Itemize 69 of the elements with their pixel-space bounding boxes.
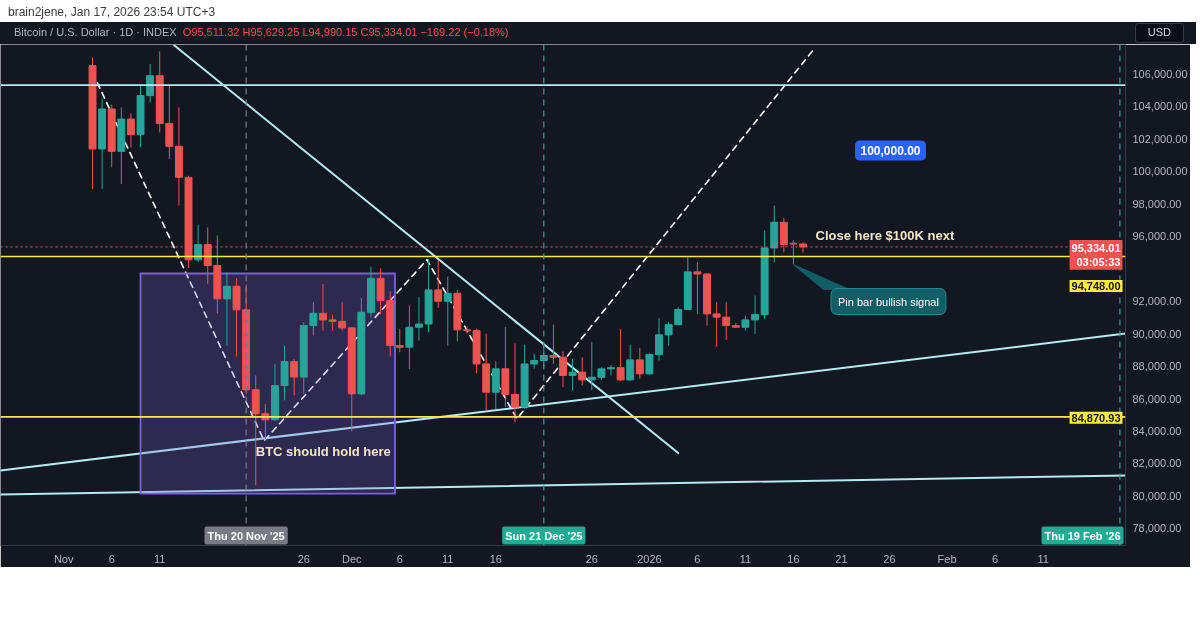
x-tick-label: 16 [787,552,800,565]
ref-line-label: Thu 19 Feb '26 [1044,529,1121,542]
y-axis-title: USD [1134,23,1184,43]
candlestick [126,112,135,148]
candlestick [443,276,452,347]
y-tick-label: 104,000.00 [1132,100,1188,113]
x-tick-label: 11 [442,552,454,565]
candlestick [463,326,471,335]
y-tick-label: 88,000.00 [1132,360,1182,373]
y-tick-label: 82,000.00 [1132,457,1182,470]
y-tick-label: 78,000.00 [1132,522,1182,535]
candlestick [395,328,404,353]
annotation: Close here $100K next [815,228,955,243]
annotation: 100,000.00 [860,144,921,158]
ref-line-label: Thu 20 Nov '25 [207,529,285,542]
ref-line-label: 95,334.01 03:05:33 [1071,242,1121,268]
candlestick [222,271,231,347]
candlestick [578,356,587,387]
candlestick [568,358,577,392]
x-tick-label: 26 [297,552,310,565]
x-tick-label: 6 [992,552,999,565]
y-tick-label: 106,000.00 [1132,67,1188,80]
candlestick [635,347,644,380]
x-tick-label: 6 [108,552,115,565]
candlestick [626,344,635,382]
candlestick [607,364,615,376]
x-tick-label: 11 [739,552,752,565]
candlestick [616,328,625,382]
chart-title: Bitcoin / U.S. Dollar · 1D · INDEX [14,26,177,39]
candlestick [405,305,414,370]
candlestick [290,358,299,396]
x-tick-label: 21 [835,552,848,565]
x-tick-label: 6 [396,552,403,565]
y-tick-label: 102,000.00 [1132,132,1188,145]
annotation: Pin bar bullish signal [838,295,939,308]
text: brain2jene, Jan 17, 2026 23:54 UTC+3 [7,4,216,19]
annotation: BTC should hold here [255,443,391,459]
candlestick [434,260,443,309]
candlestick [549,324,558,365]
y-tick-label: 92,000.00 [1132,295,1182,308]
y-tick-label: 98,000.00 [1132,197,1182,210]
ref-line-label: 84,870.93 [1071,411,1121,424]
y-tick-label: 80,000.00 [1132,489,1182,502]
x-tick-label: Dec [341,552,363,565]
y-tick-label: 90,000.00 [1132,327,1182,340]
x-tick-label: 11 [154,552,166,565]
ref-line-label: Sun 21 Dec '25 [505,529,583,542]
x-tick-label: 6 [694,552,701,565]
candlestick [587,341,596,391]
y-tick-label: 86,000.00 [1132,392,1182,405]
x-tick-label: 26 [883,552,896,565]
candlestick [146,63,155,103]
x-tick-label: 2026 [637,552,662,565]
x-tick-label: 11 [1037,552,1049,565]
candlestick [319,283,327,332]
x-tick-label: 16 [489,552,502,565]
candlestick [712,301,721,348]
y-tick-label: 100,000.00 [1132,165,1188,178]
x-tick-label: 26 [585,552,598,565]
chart-subtitle: O95,511.32 H95,629.25 L94,990.15 C95,334.01 −169.22 (−0.18%) [182,26,509,39]
candlestick [722,301,731,341]
candlestick [559,350,567,388]
x-tick-label: Nov [53,552,74,565]
candlestick [491,360,500,410]
ref-line-label: 94,748.00 [1071,279,1121,292]
x-tick-label: Feb [937,552,957,565]
candlestick [511,342,519,423]
y-tick-label: 84,000.00 [1132,425,1182,438]
y-tick-label: 96,000.00 [1132,230,1182,243]
